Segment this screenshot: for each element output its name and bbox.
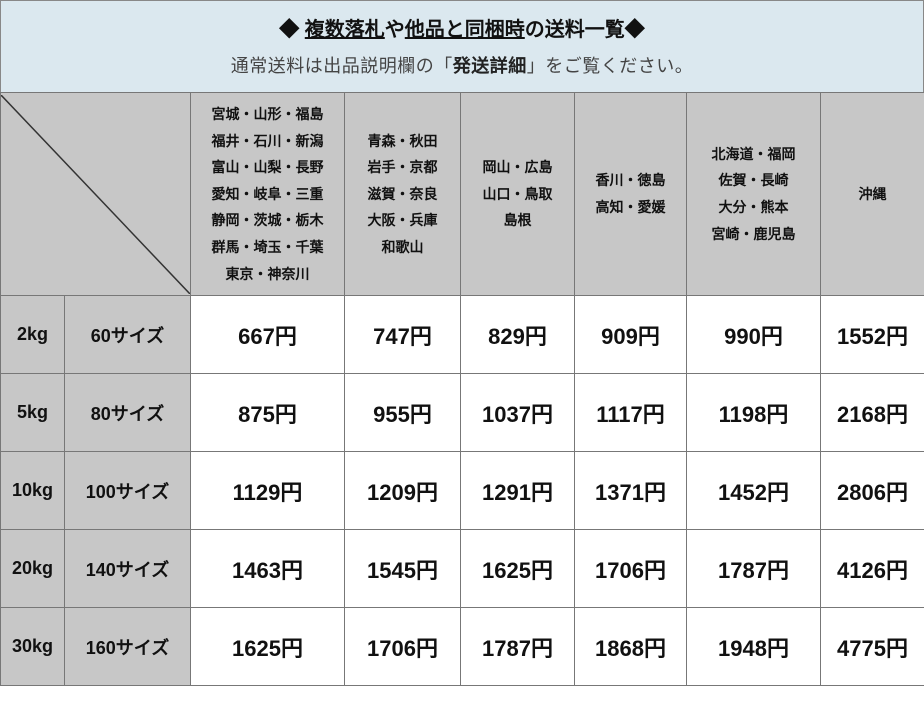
- weight-cell: 10kg: [1, 452, 65, 530]
- price-cell: 1625円: [191, 608, 345, 686]
- price-cell: 875円: [191, 374, 345, 452]
- price-cell: 2168円: [821, 374, 924, 452]
- region-header-1: 宮城・山形・福島福井・石川・新潟富山・山梨・長野愛知・岐阜・三重静岡・茨城・栃木…: [191, 93, 345, 296]
- region-header-4: 香川・徳島高知・愛媛: [575, 93, 687, 296]
- price-cell: 1948円: [687, 608, 821, 686]
- price-cell: 1552円: [821, 296, 924, 374]
- region-header-2: 青森・秋田岩手・京都滋賀・奈良大阪・兵庫和歌山: [345, 93, 461, 296]
- price-cell: 1463円: [191, 530, 345, 608]
- price-cell: 1129円: [191, 452, 345, 530]
- region-header-5: 北海道・福岡佐賀・長崎大分・熊本宮崎・鹿児島: [687, 93, 821, 296]
- price-cell: 829円: [461, 296, 575, 374]
- price-cell: 1198円: [687, 374, 821, 452]
- size-cell: 100サイズ: [65, 452, 191, 530]
- price-cell: 4775円: [821, 608, 924, 686]
- table-header-row: 宮城・山形・福島福井・石川・新潟富山・山梨・長野愛知・岐阜・三重静岡・茨城・栃木…: [1, 93, 924, 296]
- price-cell: 1117円: [575, 374, 687, 452]
- weight-cell: 30kg: [1, 608, 65, 686]
- table-row: 5kg80サイズ875円955円1037円1117円1198円2168円: [1, 374, 924, 452]
- region-header-3: 岡山・広島山口・鳥取島根: [461, 93, 575, 296]
- size-cell: 60サイズ: [65, 296, 191, 374]
- price-cell: 990円: [687, 296, 821, 374]
- table-row: 20kg140サイズ1463円1545円1625円1706円1787円4126円: [1, 530, 924, 608]
- price-cell: 1706円: [575, 530, 687, 608]
- table-row: 2kg60サイズ667円747円829円909円990円1552円: [1, 296, 924, 374]
- region-header-6: 沖縄: [821, 93, 924, 296]
- weight-cell: 20kg: [1, 530, 65, 608]
- subtitle-line: 通常送料は出品説明欄の「発送詳細」をご覧ください。: [1, 52, 923, 78]
- price-cell: 1209円: [345, 452, 461, 530]
- title-underline-1: 複数落札: [305, 19, 385, 41]
- diagonal-corner-cell: [1, 93, 191, 296]
- header-banner: ◆ 複数落札や他品と同梱時の送料一覧◆ 通常送料は出品説明欄の「発送詳細」をご覧…: [0, 0, 924, 92]
- price-cell: 1706円: [345, 608, 461, 686]
- price-cell: 667円: [191, 296, 345, 374]
- price-cell: 1787円: [687, 530, 821, 608]
- price-cell: 909円: [575, 296, 687, 374]
- price-cell: 4126円: [821, 530, 924, 608]
- size-cell: 80サイズ: [65, 374, 191, 452]
- price-cell: 955円: [345, 374, 461, 452]
- price-cell: 1371円: [575, 452, 687, 530]
- price-cell: 1037円: [461, 374, 575, 452]
- table-row: 30kg160サイズ1625円1706円1787円1868円1948円4775円: [1, 608, 924, 686]
- price-cell: 2806円: [821, 452, 924, 530]
- diagonal-line-icon: [1, 95, 190, 294]
- diamond-left-icon: ◆: [279, 19, 299, 41]
- price-cell: 1625円: [461, 530, 575, 608]
- price-cell: 1291円: [461, 452, 575, 530]
- price-cell: 1452円: [687, 452, 821, 530]
- shipping-fee-table: 宮城・山形・福島福井・石川・新潟富山・山梨・長野愛知・岐阜・三重静岡・茨城・栃木…: [0, 92, 924, 686]
- title-line: ◆ 複数落札や他品と同梱時の送料一覧◆: [1, 13, 923, 42]
- weight-cell: 2kg: [1, 296, 65, 374]
- size-cell: 140サイズ: [65, 530, 191, 608]
- price-cell: 1545円: [345, 530, 461, 608]
- price-cell: 1787円: [461, 608, 575, 686]
- diamond-right-icon: ◆: [625, 19, 645, 41]
- price-cell: 1868円: [575, 608, 687, 686]
- size-cell: 160サイズ: [65, 608, 191, 686]
- title-underline-2: 他品と同梱時: [405, 19, 525, 41]
- table-body: 2kg60サイズ667円747円829円909円990円1552円5kg80サイ…: [1, 296, 924, 686]
- weight-cell: 5kg: [1, 374, 65, 452]
- table-row: 10kg100サイズ1129円1209円1291円1371円1452円2806円: [1, 452, 924, 530]
- price-cell: 747円: [345, 296, 461, 374]
